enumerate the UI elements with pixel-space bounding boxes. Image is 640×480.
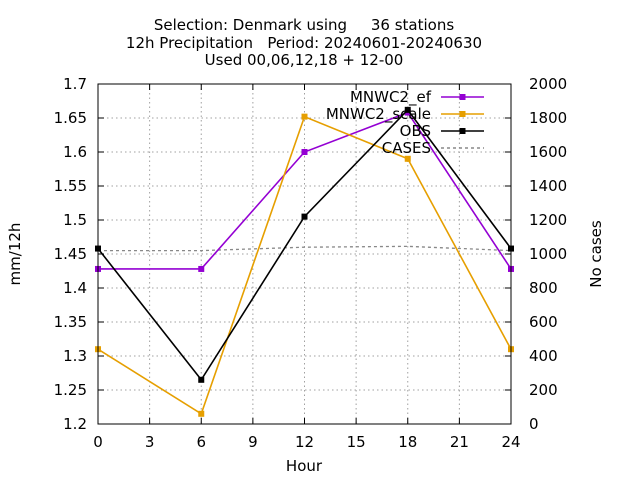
legend-item-mnwc2-scale: MNWC2_scale bbox=[326, 105, 484, 124]
cases-series bbox=[98, 245, 512, 252]
chart-title-line-3: Used 00,06,12,18 + 12-00 bbox=[205, 51, 404, 69]
data-point bbox=[198, 265, 205, 272]
y-tick-label: 1.2 bbox=[63, 415, 87, 433]
y2-tick-label: 200 bbox=[529, 381, 558, 399]
y-tick-label: 1.35 bbox=[54, 313, 87, 331]
y-tick-label: 1.7 bbox=[63, 75, 87, 93]
y2-axis-label: No cases bbox=[587, 220, 605, 288]
x-tick-label: 18 bbox=[398, 433, 417, 451]
y-tick-label: 1.45 bbox=[54, 245, 87, 263]
x-tick-label: 9 bbox=[248, 433, 258, 451]
data-point bbox=[198, 376, 205, 383]
series-line bbox=[98, 111, 512, 270]
legend-label: MNWC2_scale bbox=[326, 105, 431, 124]
y2-tick-label: 1600 bbox=[529, 143, 567, 161]
legend-marker bbox=[459, 111, 466, 117]
y2-axis-ticks: 0 200 400 600 800 1000 1200 1400 1600 1800 2000 bbox=[505, 75, 567, 433]
y2-tick-label: 1000 bbox=[529, 245, 567, 263]
legend-marker bbox=[459, 128, 466, 134]
y2-tick-label: 2000 bbox=[529, 75, 567, 93]
grid bbox=[98, 84, 511, 424]
data-point bbox=[404, 106, 411, 113]
data-point bbox=[301, 113, 308, 120]
y-tick-label: 1.5 bbox=[63, 211, 87, 229]
data-point bbox=[404, 155, 411, 162]
legend-item-cases: CASES bbox=[382, 139, 484, 157]
x-tick-label: 21 bbox=[450, 433, 469, 451]
legend-item-mnwc2-ef: MNWC2_ef bbox=[350, 88, 484, 107]
y-axis-label: mm/12h bbox=[6, 223, 24, 286]
legend-label: OBS bbox=[400, 122, 431, 140]
x-axis-ticks: 0 3 6 9 12 15 18 21 24 bbox=[93, 84, 521, 451]
y-tick-label: 1.4 bbox=[63, 279, 87, 297]
legend-marker bbox=[459, 94, 466, 100]
x-tick-label: 15 bbox=[347, 433, 366, 451]
x-axis-label: Hour bbox=[286, 457, 323, 475]
x-tick-label: 3 bbox=[145, 433, 155, 451]
y2-tick-label: 1400 bbox=[529, 177, 567, 195]
y2-tick-label: 800 bbox=[529, 279, 558, 297]
x-tick-label: 0 bbox=[93, 433, 103, 451]
x-tick-label: 24 bbox=[501, 433, 520, 451]
data-point bbox=[301, 213, 308, 220]
y-axis-ticks: 1.2 1.25 1.3 1.35 1.4 1.45 1.5 1.55 1.6 1.65 1.7 bbox=[54, 75, 104, 433]
cases-line bbox=[98, 245, 512, 252]
x-tick-label: 12 bbox=[295, 433, 314, 451]
legend-item-obs: OBS bbox=[400, 122, 484, 140]
chart-title-line-2: 12h Precipitation Period: 20240601-20240… bbox=[126, 34, 482, 52]
data-point bbox=[198, 410, 205, 417]
y2-tick-label: 400 bbox=[529, 347, 558, 365]
y-tick-label: 1.3 bbox=[63, 347, 87, 365]
y-tick-label: 1.65 bbox=[54, 109, 87, 127]
x-tick-label: 6 bbox=[196, 433, 206, 451]
y-tick-label: 1.25 bbox=[54, 381, 87, 399]
y2-tick-label: 600 bbox=[529, 313, 558, 331]
y-tick-label: 1.6 bbox=[63, 143, 87, 161]
legend-label: MNWC2_ef bbox=[350, 88, 432, 107]
y2-tick-label: 1800 bbox=[529, 109, 567, 127]
legend-label: CASES bbox=[382, 139, 431, 157]
y-tick-label: 1.55 bbox=[54, 177, 87, 195]
y2-tick-label: 1200 bbox=[529, 211, 567, 229]
chart-title-line-1: Selection: Denmark using 36 stations bbox=[154, 16, 454, 34]
series-layer bbox=[95, 106, 514, 417]
y2-tick-label: 0 bbox=[529, 415, 539, 433]
data-point bbox=[301, 149, 308, 155]
